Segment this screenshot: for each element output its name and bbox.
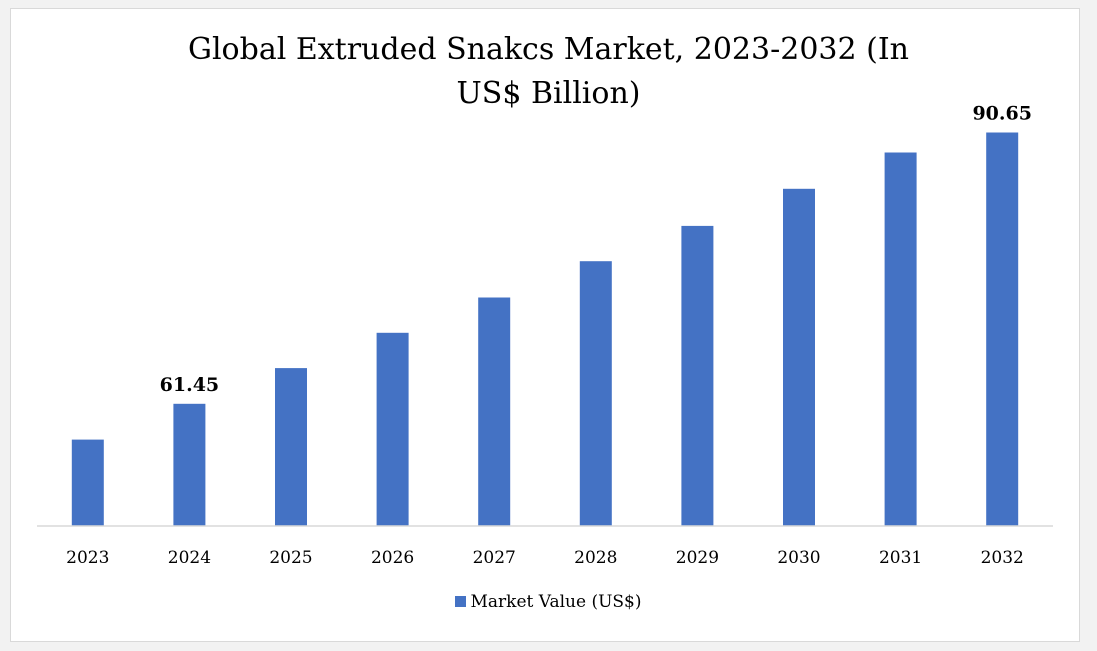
legend-swatch	[455, 596, 467, 607]
data-label-2032: 90.65	[972, 103, 1032, 125]
x-tick-label-2029: 2029	[676, 548, 719, 568]
bar-2023	[71, 439, 104, 526]
x-tick-label-2026: 2026	[371, 548, 414, 568]
bar-2025	[275, 368, 307, 526]
x-tick-label-2025: 2025	[269, 548, 312, 568]
x-tick-label-2030: 2030	[777, 548, 820, 568]
x-tick-label-2027: 2027	[473, 548, 516, 568]
x-tick-label-2032: 2032	[981, 548, 1024, 568]
x-tick-label-2024: 2024	[168, 548, 211, 568]
x-tick-label-2023: 2023	[66, 548, 109, 568]
legend: Market Value (US$)	[0, 592, 1097, 612]
bars-layer	[71, 132, 1019, 527]
bar-2024	[173, 403, 206, 526]
bar-2032	[986, 132, 1019, 526]
legend-label: Market Value (US$)	[470, 592, 642, 612]
bar-2026	[376, 332, 409, 526]
x-tick-label-2028: 2028	[574, 548, 617, 568]
bar-2030	[783, 188, 815, 527]
bar-2027	[478, 297, 511, 526]
bar-2029	[681, 225, 714, 526]
data-labels: 61.45 90.65	[160, 103, 1032, 396]
x-tick-labels: 2023 2024 2025 2026 2027 2028 2029 2030 2031 2032	[66, 548, 1024, 568]
bar-2028	[579, 261, 612, 526]
x-tick-label-2031: 2031	[879, 548, 922, 568]
bar-2031	[884, 152, 917, 526]
data-label-2024: 61.45	[160, 374, 220, 396]
